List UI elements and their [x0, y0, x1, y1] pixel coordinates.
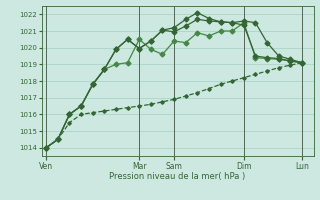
X-axis label: Pression niveau de la mer( hPa ): Pression niveau de la mer( hPa ): [109, 172, 246, 181]
